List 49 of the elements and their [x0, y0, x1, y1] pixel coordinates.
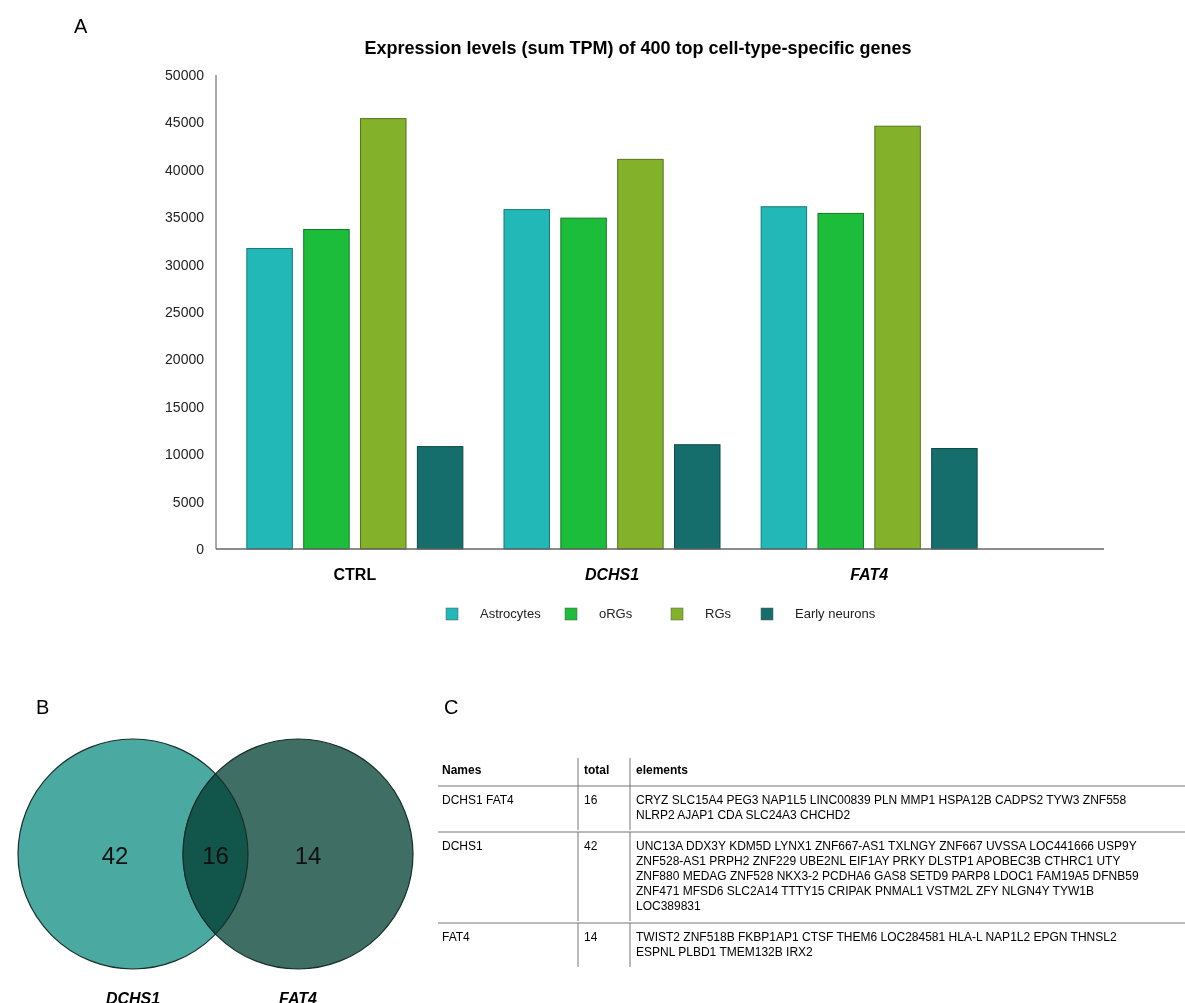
- text: B: [36, 696, 50, 718]
- chart-title: Expression levels (sum TPM) of 400 top cell-type-specific genes: [364, 38, 912, 58]
- bar: [503, 209, 550, 550]
- bar: [360, 118, 407, 550]
- text: C: [444, 696, 459, 718]
- text: A: [74, 15, 88, 37]
- data-label: 42: [101, 842, 129, 869]
- legend-label: oRGs: [599, 606, 633, 621]
- bar: [931, 448, 978, 550]
- text: FAT4: [442, 930, 471, 944]
- text: Names: [442, 763, 482, 777]
- bar: [303, 229, 350, 550]
- text: 16: [584, 793, 598, 807]
- y-tick-label: 5000: [172, 493, 205, 510]
- bar: [817, 212, 864, 550]
- text: CRYZ SLC15A4 PEG3 NAP1L5 LINC00839 PLN MMP1 HSPA12B CADPS2 TYW3 ZNF558 NLRP2 AJAP1 CDA SLC24A3 CHCHD2: [636, 793, 1127, 822]
- legend-label: RGs: [705, 606, 732, 621]
- y-tick-label: 25000: [165, 304, 205, 320]
- text: UNC13A DDX3Y KDM5D LYNX1 ZNF667-AS1 TXLNGY ZNF667 UVSSA LOC441666 USP9Y ZNF528-AS1 PRPH2 ZNF229 UBE2NL EIF1AY PRKY DLSTP1 APOBEC3B CTHRC1 UTY ZNF880 MEDAG ZNF528 NKX3-2 PCDHA6 GAS8 SETD9 PARP8 LDOC1 FAM19A5 DFNB59 ZNF471 MFSD6 SLC2A14 TTTY15 CRIPAK PNMAL1 VSTM2L ZFY NLGN4Y TYW1B LOC389831: [636, 839, 1139, 913]
- bar: [246, 247, 293, 550]
- text: DCHS1 FAT4: [442, 793, 515, 807]
- x-tick-label: CTRL: [333, 566, 377, 583]
- y-tick-label: 40000: [165, 161, 205, 178]
- x-tick-label: DCHS1: [584, 566, 640, 583]
- text: DCHS1: [442, 839, 483, 853]
- x-tick-label: FAT4: [850, 566, 889, 583]
- y-tick-label: 15000: [165, 398, 205, 415]
- bar: [674, 444, 721, 550]
- bar: [874, 125, 921, 550]
- y-tick-label: 30000: [165, 256, 205, 273]
- y-tick-label: 35000: [165, 209, 205, 226]
- bar: [617, 158, 664, 550]
- bar: [416, 446, 464, 550]
- bar: [560, 217, 607, 550]
- text: 14: [584, 930, 598, 944]
- y-tick-label: 50000: [165, 67, 205, 83]
- text: TWIST2 ZNF518B FKBP1AP1 CTSF THEM6 LOC284581 HLA-L NAP1L2 EPGN THNSL2 ESPNL PLBD1 TMEM132B IRX2: [636, 930, 1117, 959]
- bar: [760, 206, 808, 550]
- y-tick-label: 10000: [165, 446, 205, 463]
- y-tick-label: 45000: [165, 114, 205, 131]
- text: elements: [636, 763, 689, 777]
- text: total: [584, 763, 610, 777]
- data-label: 14: [294, 842, 322, 869]
- legend-label: Early neurons: [795, 606, 876, 621]
- data-label: 16: [202, 842, 229, 869]
- legend-label: Astrocytes: [480, 606, 542, 621]
- y-tick-label: 20000: [165, 351, 205, 368]
- y-tick-label: 0: [196, 541, 205, 557]
- text: 42: [584, 839, 598, 853]
